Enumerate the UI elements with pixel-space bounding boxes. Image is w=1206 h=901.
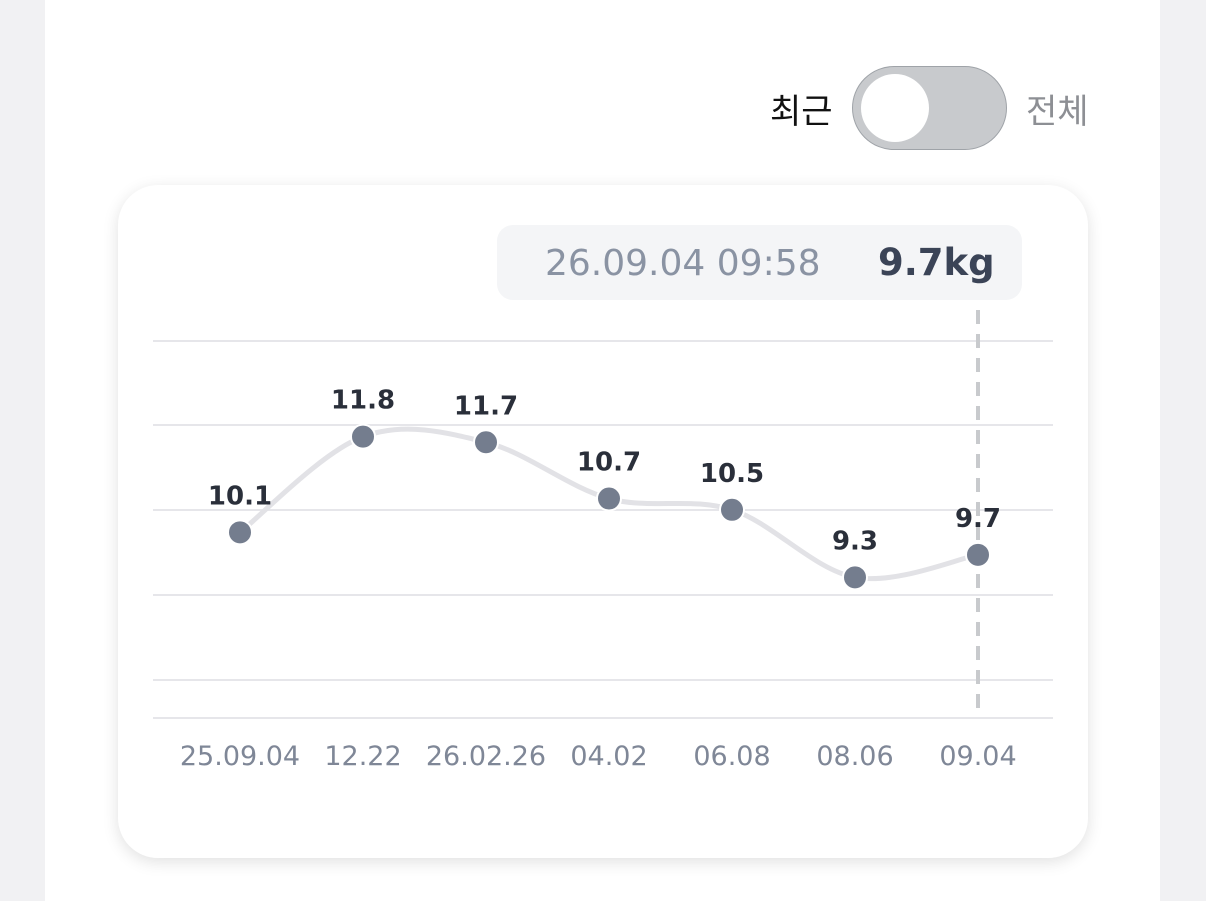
data-point	[350, 423, 376, 450]
data-point	[965, 541, 991, 568]
x-tick-label: 25.09.04	[180, 741, 300, 772]
data-label: 9.7	[955, 504, 1001, 534]
data-point	[719, 496, 745, 523]
data-point	[473, 429, 499, 456]
tooltip	[497, 225, 1022, 300]
data-label: 11.7	[454, 391, 518, 421]
grid	[153, 340, 1053, 719]
data-label: 10.5	[700, 459, 764, 489]
x-tick-label: 26.02.26	[426, 741, 546, 772]
tooltip-value: 9.7kg	[878, 241, 995, 284]
data-point	[227, 519, 253, 546]
data-point	[842, 564, 868, 591]
data-label: 10.1	[208, 481, 272, 511]
toggle-right-label[interactable]: 전체	[1026, 92, 1089, 132]
x-tick-label: 04.02	[570, 741, 647, 772]
data-label: 10.7	[577, 448, 641, 478]
x-tick-label: 09.04	[939, 741, 1016, 772]
toggle-switch[interactable]	[852, 66, 1007, 150]
data-point	[596, 485, 622, 512]
tooltip-datetime: 26.09.04 09:58	[545, 243, 821, 284]
x-tick-label: 08.06	[816, 741, 893, 772]
data-label: 9.3	[832, 526, 878, 556]
x-tick-label: 06.08	[693, 741, 770, 772]
toggle-knob	[861, 74, 929, 142]
toggle-left-label[interactable]: 최근	[770, 92, 833, 132]
x-tick-label: 12.22	[324, 741, 401, 772]
data-label: 11.8	[331, 386, 395, 416]
